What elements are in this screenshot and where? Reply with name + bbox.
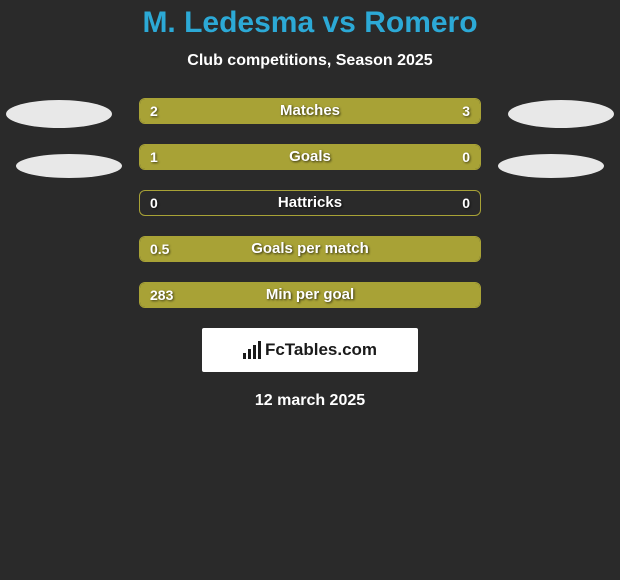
- player-avatar-right-2: [498, 154, 604, 178]
- root: M. Ledesma vs Romero Club competitions, …: [0, 0, 620, 410]
- bar-label: Hattricks: [140, 191, 480, 216]
- bar-label: Goals: [140, 145, 480, 170]
- bar-row-hattricks: 0 Hattricks 0: [139, 190, 481, 216]
- bar-row-matches: 2 Matches 3: [139, 98, 481, 124]
- chart-icon: [243, 341, 261, 359]
- bar-label: Goals per match: [140, 237, 480, 262]
- bar-row-min-per-goal: 283 Min per goal: [139, 282, 481, 308]
- date-text: 12 march 2025: [0, 392, 620, 410]
- page-title: M. Ledesma vs Romero: [0, 6, 620, 40]
- player-avatar-right-1: [508, 100, 614, 128]
- bar-row-goals-per-match: 0.5 Goals per match: [139, 236, 481, 262]
- player-avatar-left-2: [16, 154, 122, 178]
- brand-box: FcTables.com: [202, 328, 418, 372]
- bar-value-right: 3: [452, 99, 480, 124]
- bar-label: Matches: [140, 99, 480, 124]
- bars-container: 2 Matches 3 1 Goals 0 0 Hattricks 0: [139, 98, 481, 308]
- bar-value-right: 0: [452, 191, 480, 216]
- player-avatar-left-1: [6, 100, 112, 128]
- bar-value-right: [460, 237, 480, 262]
- bar-label: Min per goal: [140, 283, 480, 308]
- bar-value-right: [460, 283, 480, 308]
- bar-row-goals: 1 Goals 0: [139, 144, 481, 170]
- brand-text: FcTables.com: [265, 340, 377, 360]
- stats-area: 2 Matches 3 1 Goals 0 0 Hattricks 0: [0, 98, 620, 308]
- bar-value-right: 0: [452, 145, 480, 170]
- page-subtitle: Club competitions, Season 2025: [0, 52, 620, 70]
